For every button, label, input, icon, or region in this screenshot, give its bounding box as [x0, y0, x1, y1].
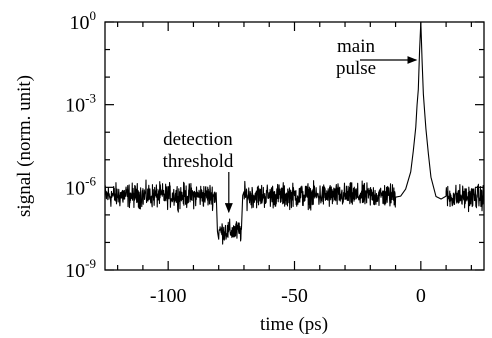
x-tick-label: -100: [150, 285, 187, 307]
annotations: main pulse detection threshold: [163, 36, 418, 214]
main-pulse-label: main pulse: [336, 36, 376, 79]
x-axis-label: time (ps): [260, 314, 328, 335]
signal-line: [104, 21, 485, 245]
y-tick-label: 10-3: [65, 91, 96, 117]
tick-labels: -100 -50 0 10-9 10-6 10-3 100: [65, 8, 426, 307]
y-tick-label: 100: [70, 8, 97, 34]
x-tick-label: -50: [281, 285, 308, 307]
y-tick-label: 10-6: [65, 173, 96, 199]
detection-threshold-label: detection threshold: [163, 129, 234, 172]
axis-ticks: [105, 21, 484, 271]
x-tick-label: 0: [416, 285, 426, 307]
y-tick-label: 10-9: [65, 256, 96, 282]
y-axis-label: signal (norm. unit): [14, 75, 35, 217]
signal-trace: [104, 21, 485, 245]
